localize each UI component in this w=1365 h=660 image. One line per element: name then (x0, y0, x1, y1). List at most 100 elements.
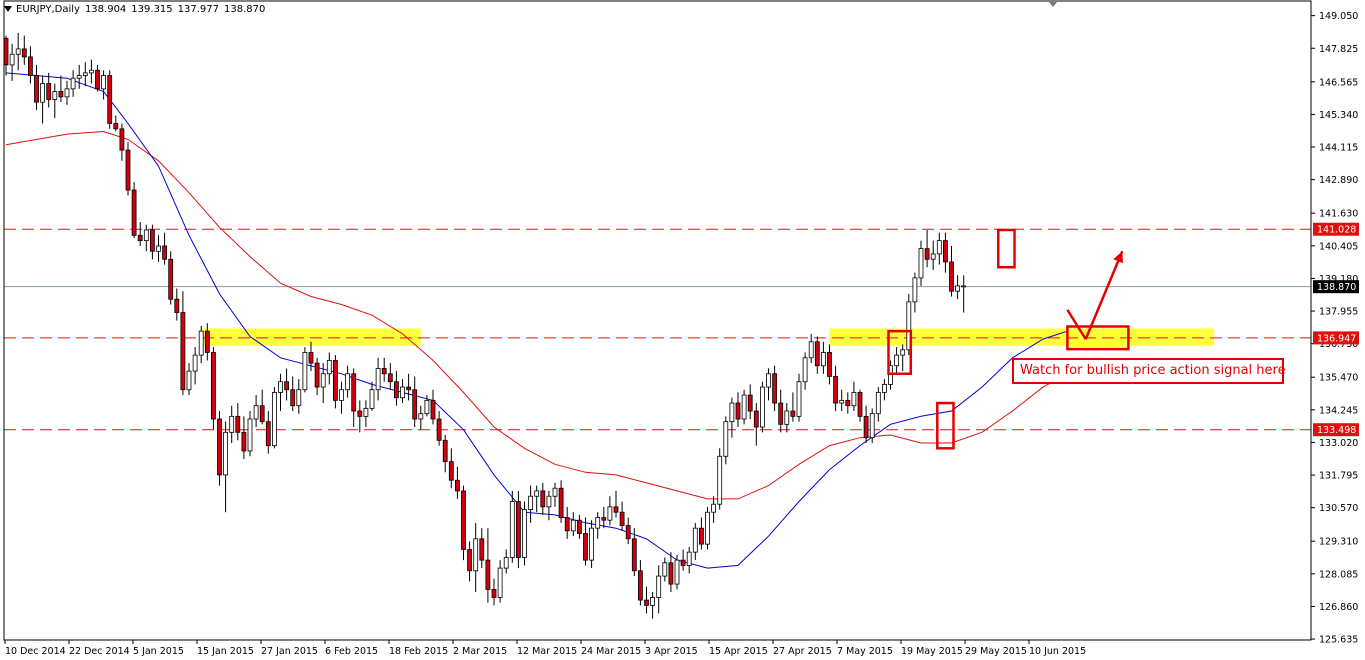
candle-body (766, 373, 771, 388)
price-tick-label: 147.825 (1319, 44, 1358, 55)
candle-body (949, 261, 954, 292)
candle-body (894, 354, 899, 367)
dropdown-triangle-icon[interactable] (4, 6, 12, 12)
candle-body (442, 439, 448, 463)
arrow-line (1084, 250, 1124, 340)
candle-body (448, 461, 454, 481)
candle-body (784, 410, 790, 425)
price-tick-label: 129.310 (1319, 537, 1358, 548)
candle-body (70, 77, 76, 90)
time-tick-label: 27 Apr 2015 (773, 646, 832, 657)
candle (491, 578, 497, 606)
candle-body (717, 455, 723, 505)
candle-body (332, 360, 338, 401)
candle-body (631, 538, 637, 572)
candle-body (674, 559, 680, 585)
candle-body (564, 517, 570, 532)
candle-body (760, 386, 765, 428)
candle-body (278, 381, 283, 393)
candle-body (326, 360, 332, 375)
candle-body (619, 511, 625, 526)
candle (509, 490, 515, 563)
time-tick-label: 6 Feb 2015 (325, 646, 378, 657)
candle (558, 480, 564, 523)
candle-body (162, 245, 168, 260)
candle (363, 400, 369, 427)
candle (619, 501, 625, 531)
candle (247, 411, 253, 457)
candle-body (235, 415, 241, 433)
candle (76, 64, 82, 89)
candle (229, 405, 235, 443)
candle-body (686, 551, 692, 566)
candle (479, 528, 485, 569)
candle (180, 291, 186, 396)
candle (320, 363, 326, 404)
candle (418, 405, 424, 430)
candle (924, 229, 930, 268)
candle (351, 368, 357, 427)
candle (461, 485, 466, 561)
candles (3, 32, 967, 619)
price-tick-label: 136.730 (1319, 339, 1358, 350)
candle (955, 275, 960, 300)
candle-body (796, 381, 802, 417)
time-tick-label: 19 May 2015 (901, 646, 963, 657)
chart-shift-marker-icon[interactable] (1049, 2, 1057, 7)
candle-body (882, 383, 887, 393)
level-label: 133.498 (1317, 425, 1356, 436)
candle (772, 365, 777, 412)
candle (64, 80, 70, 105)
candle-body (869, 413, 875, 439)
candle (467, 541, 473, 582)
candle-body (918, 248, 924, 279)
axes (3, 0, 1312, 641)
candle-body (461, 490, 466, 550)
candle-body (552, 487, 558, 497)
candle-body (52, 91, 58, 100)
candle-body (174, 298, 180, 313)
candle (735, 392, 741, 427)
candle (174, 288, 180, 321)
candle-body (912, 277, 918, 303)
plot-frame (3, 0, 1312, 641)
candle (546, 490, 552, 521)
time-tick-label: 7 May 2015 (837, 646, 893, 657)
candle-body (888, 365, 893, 385)
highlight-box (936, 401, 955, 450)
candle-body (192, 354, 198, 372)
candle-body (601, 517, 607, 521)
candle (790, 392, 796, 422)
candle (162, 232, 168, 265)
price-tick-label: 134.245 (1319, 405, 1358, 416)
candle-body (137, 234, 143, 242)
candle-body (149, 229, 155, 252)
candle-body (406, 386, 412, 391)
time-tick-label: 18 Feb 2015 (389, 646, 448, 657)
candle-body (40, 83, 45, 103)
price-axis: 149.050 147.825 146.565 145.340 144.115 142.8… (1311, 11, 1358, 646)
price-tick-label: 141.630 (1319, 209, 1358, 220)
candle (625, 517, 631, 545)
candle (143, 224, 149, 252)
candle-body (143, 229, 149, 242)
price-tick-label: 137.955 (1319, 307, 1358, 318)
candle-body (528, 495, 533, 510)
candle (436, 411, 442, 446)
candle (339, 381, 344, 414)
candle (393, 371, 399, 406)
candle (302, 347, 308, 393)
candle-body (119, 128, 125, 151)
time-axis: 10 Dec 2014 22 Dec 2014 5 Jan 2015 15 Jan 2… (4, 640, 1086, 657)
candle-body (418, 413, 424, 420)
candle (326, 352, 332, 385)
candle-body (259, 405, 265, 423)
candle-body (668, 562, 674, 585)
level-labels: 141.028 136.947 133.498 138.870 (1313, 222, 1359, 437)
candle (400, 379, 405, 404)
candle-body (204, 330, 210, 353)
candle (259, 389, 265, 425)
candle-body (955, 285, 960, 292)
candle (375, 357, 381, 401)
